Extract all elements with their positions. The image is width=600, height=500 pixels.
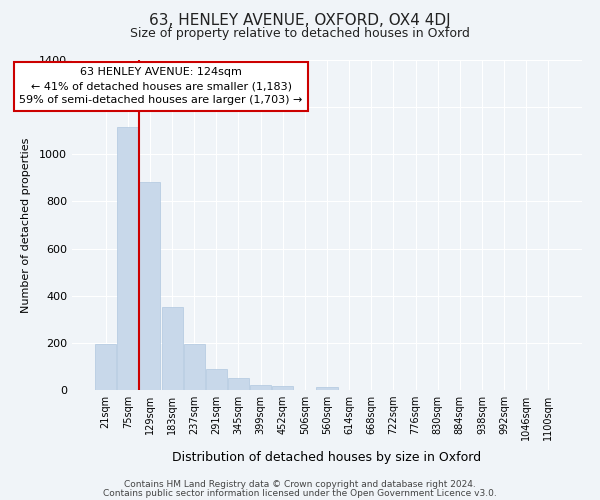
Text: Contains HM Land Registry data © Crown copyright and database right 2024.: Contains HM Land Registry data © Crown c… — [124, 480, 476, 489]
Bar — [161, 307, 182, 390]
Text: 63, HENLEY AVENUE, OXFORD, OX4 4DJ: 63, HENLEY AVENUE, OXFORD, OX4 4DJ — [149, 12, 451, 28]
Bar — [139, 182, 160, 390]
Y-axis label: Number of detached properties: Number of detached properties — [20, 138, 31, 312]
Text: Size of property relative to detached houses in Oxford: Size of property relative to detached ho… — [130, 28, 470, 40]
Bar — [228, 378, 249, 390]
Bar — [118, 126, 139, 390]
Text: 63 HENLEY AVENUE: 124sqm
← 41% of detached houses are smaller (1,183)
59% of sem: 63 HENLEY AVENUE: 124sqm ← 41% of detach… — [19, 67, 303, 105]
Text: Contains public sector information licensed under the Open Government Licence v3: Contains public sector information licen… — [103, 488, 497, 498]
Bar — [316, 387, 338, 390]
Bar — [272, 386, 293, 390]
Bar — [184, 344, 205, 390]
Bar — [95, 344, 116, 390]
X-axis label: Distribution of detached houses by size in Oxford: Distribution of detached houses by size … — [172, 451, 482, 464]
Bar — [206, 368, 227, 390]
Bar — [250, 385, 271, 390]
